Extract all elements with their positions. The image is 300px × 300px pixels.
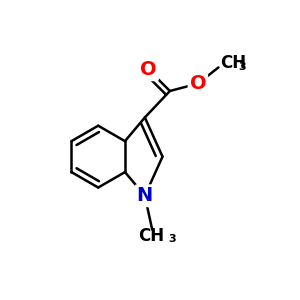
Text: O: O xyxy=(140,60,157,79)
Text: O: O xyxy=(190,74,206,93)
Text: 3: 3 xyxy=(238,61,246,71)
Text: CH: CH xyxy=(220,54,246,72)
Text: 3: 3 xyxy=(168,234,176,244)
Text: N: N xyxy=(137,186,153,205)
Text: CH: CH xyxy=(138,226,164,244)
